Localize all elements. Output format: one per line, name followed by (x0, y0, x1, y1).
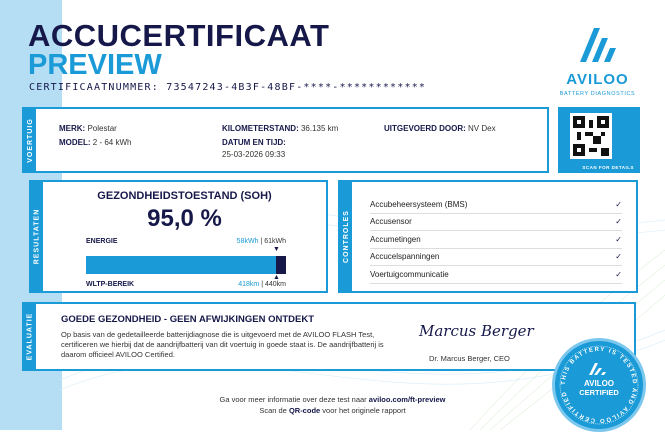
results-section-tab: RESULTATEN (31, 182, 43, 291)
footer-link[interactable]: aviloo.com/ft-preview (368, 395, 446, 404)
soh-title: GEZONDHEIDSTOESTAND (SOH) (97, 190, 272, 202)
qr-code-panel[interactable]: SCAN FOR DETAILS (558, 107, 640, 173)
signer-name: Dr. Marcus Berger, CEO (429, 354, 510, 363)
controls-list: Accubeheersysteem (BMS) ✓ Accusensor ✓ Acc… (370, 196, 622, 284)
results-section: RESULTATEN GEZONDHEIDSTOESTAND (SOH) 95,… (29, 180, 328, 293)
certified-stamp: THIS BATTERY IS TESTED AND AVILOO CERTIF… (552, 338, 646, 432)
stamp-ring: THIS BATTERY IS TESTED AND AVILOO CERTIF… (559, 345, 639, 425)
vehicle-section: VOERTUIG MERK: Polestar MODEL: 2 - 64 kW… (22, 107, 549, 173)
soh-value: 95,0 % (147, 205, 222, 232)
datetime-value: 25-03-2026 09:33 (222, 150, 286, 159)
control-item: Accubeheersysteem (BMS) ✓ (370, 196, 622, 214)
logo-name: AVILOO (566, 71, 629, 88)
certificate-label: CERTIFICAATNUMMER: (29, 82, 159, 93)
controls-section-tab: CONTROLES (340, 182, 352, 291)
control-item: Voertuigcommunicatie ✓ (370, 266, 622, 284)
check-icon: ✓ (615, 269, 622, 279)
control-item: Accumetingen ✓ (370, 231, 622, 249)
page-title: ACCUCERTIFICAAT (28, 18, 330, 53)
qr-label: SCAN FOR DETAILS (582, 165, 634, 170)
controls-section: CONTROLES Accubeheersysteem (BMS) ✓ Accus… (338, 180, 638, 293)
datetime-label: DATUM EN TIJD: (222, 138, 286, 147)
evaluation-section: EVALUATIE GOEDE GEZONDHEID - GEEN AFWIJK… (22, 302, 636, 371)
logo-tagline: BATTERY DIAGNOSTICS (559, 91, 636, 97)
soh-bar-loss (276, 256, 286, 274)
section-label: CONTROLES (342, 210, 350, 263)
control-item: Accusensor ✓ (370, 214, 622, 231)
stamp-label: CERTIFIED (579, 388, 619, 397)
range-label: WLTP-BEREIK (86, 281, 135, 288)
svg-text:THIS BATTERY IS TESTED AND AVI: THIS BATTERY IS TESTED AND AVILOO CERTIF… (561, 347, 637, 423)
aviloo-logo-icon (579, 28, 616, 62)
energy-values: 58kWh | 61kWh (236, 238, 286, 245)
stamp-name: AVILOO (583, 379, 615, 388)
energy-label: ENERGIE (86, 238, 118, 245)
footer-info: Ga voor meer informatie over deze test n… (219, 395, 446, 404)
model-field: MODEL: 2 - 64 kWh (59, 138, 132, 147)
signature: Marcus Berger (419, 322, 534, 340)
evaluation-section-tab: EVALUATIE (24, 304, 36, 369)
check-icon: ✓ (615, 217, 622, 227)
section-label: VOERTUIG (26, 117, 34, 163)
range-values: 418km | 440km (238, 281, 286, 288)
certificate-number: CERTIFICAATNUMMER: 73547243-4B3F-48BF-**… (29, 82, 426, 93)
page-subtitle: PREVIEW (28, 49, 162, 81)
brand-field: MERK: Polestar (59, 124, 117, 133)
footer-qr-note: Scan de QR-code voor het originele rappo… (259, 406, 406, 415)
evaluation-heading: GOEDE GEZONDHEID - GEEN AFWIJKINGEN ONTD… (61, 314, 314, 325)
section-label: RESULTATEN (33, 208, 41, 265)
check-icon: ✓ (615, 252, 622, 262)
vehicle-section-tab: VOERTUIG (24, 109, 36, 171)
check-icon: ✓ (615, 199, 622, 209)
section-label: EVALUATIE (26, 312, 34, 361)
soh-bar (86, 256, 286, 274)
mileage-field: KILOMETERSTAND: 36.135 km (222, 124, 339, 133)
check-icon: ✓ (615, 234, 622, 244)
marker-up-icon: ▲ (273, 274, 280, 281)
performed-by-field: UITGEVOERD DOOR: NV Dex (384, 124, 496, 133)
certificate-value: 73547243-4B3F-48BF-****-************ (166, 82, 427, 93)
control-item: Accucelspanningen ✓ (370, 249, 622, 266)
marker-down-icon: ▼ (273, 246, 280, 253)
evaluation-text: Op basis van de gedetailleerde batterijd… (61, 330, 384, 359)
aviloo-logo: AVILOO BATTERY DIAGNOSTICS (555, 28, 640, 100)
qr-code[interactable] (570, 113, 612, 159)
